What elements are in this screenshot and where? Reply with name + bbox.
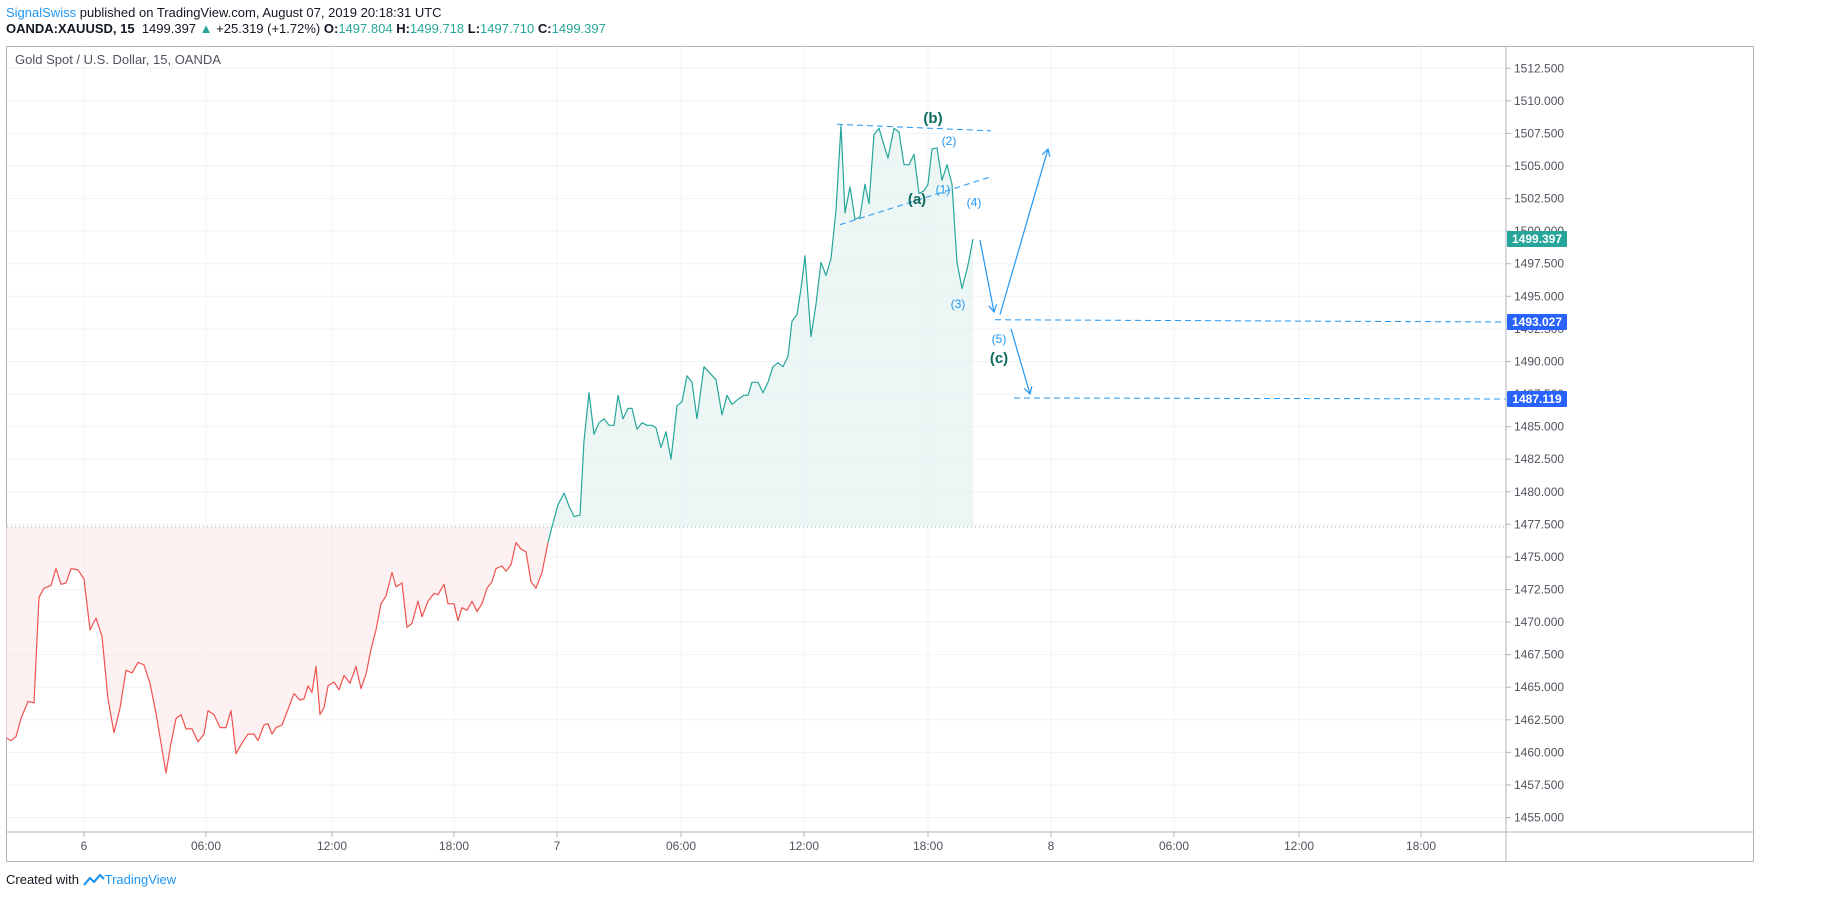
trend-line: [836, 123, 992, 132]
trend-line: [1013, 397, 1507, 400]
x-tick-label: 6: [81, 839, 88, 853]
price-badge-label: 1487.119: [1512, 392, 1562, 406]
low-value: 1497.710: [480, 21, 535, 36]
x-tick-label: 18:00: [913, 839, 943, 853]
price-badge: [1507, 231, 1567, 248]
y-tick-label: 1497.500: [1514, 257, 1564, 271]
y-tick-label: 1510.000: [1514, 94, 1564, 108]
x-tick-label: 06:00: [191, 839, 221, 853]
high-label: H:: [396, 21, 410, 36]
x-tick-label: 12:00: [317, 839, 347, 853]
created-with-label: Created with: [6, 872, 79, 887]
close-value: 1499.397: [551, 21, 606, 36]
wave-label: (2): [942, 134, 957, 148]
y-tick-label: 1495.000: [1514, 289, 1564, 303]
y-tick-label: 1462.500: [1514, 713, 1564, 727]
wave-label: (5): [992, 332, 1007, 346]
price-badge: [1507, 390, 1567, 407]
wave-label: (b): [923, 110, 942, 127]
open-value: 1497.804: [338, 21, 393, 36]
price-badge: [1507, 314, 1567, 331]
author-link[interactable]: SignalSwiss: [6, 5, 77, 20]
y-tick-label: 1477.500: [1514, 517, 1564, 531]
y-tick-label: 1455.000: [1514, 811, 1564, 825]
y-tick-label: 1460.000: [1514, 745, 1564, 759]
publisher-header: SignalSwiss published on TradingView.com…: [6, 4, 442, 22]
trend-line: [839, 175, 993, 226]
x-tick-label: 06:00: [1159, 839, 1189, 853]
tradingview-logo-icon: [82, 873, 105, 890]
x-tick-label: 8: [1048, 839, 1055, 853]
axis-layer: 1455.000 1457.500 1460.000 1462.500 1465.000…: [6, 46, 1754, 862]
chart-frame[interactable]: [6, 46, 1754, 862]
price-badge-label: 1493.027: [1512, 315, 1562, 329]
tradingview-brand-link[interactable]: TradingView: [104, 872, 177, 887]
area-fill-layer: [6, 125, 973, 774]
footer: Created with TradingView: [6, 872, 176, 890]
y-tick-label: 1507.500: [1514, 126, 1564, 140]
area-fill-0: [6, 526, 548, 774]
y-tick-label: 1490.000: [1514, 354, 1564, 368]
drawing-layer: (b)(2) (a) (1) (4) (3) (5) (c): [836, 110, 1507, 400]
y-tick-label: 1457.500: [1514, 778, 1564, 792]
price-line-1: [547, 125, 974, 543]
y-tick-label: 1475.000: [1514, 550, 1564, 564]
price-line-0: [5, 542, 549, 774]
price-line-layer: [5, 125, 974, 774]
y-tick-label: 1465.000: [1514, 680, 1564, 694]
projection-arrow: [1010, 328, 1033, 396]
price-badge-label: 1499.397: [1512, 232, 1562, 246]
change-value: +25.319 (+1.72%): [216, 21, 321, 36]
projection-arrow: [979, 240, 998, 314]
y-tick-label: 1485.000: [1514, 420, 1564, 434]
wave-label: (1): [936, 182, 951, 196]
publish-info: published on TradingView.com, August 07,…: [79, 5, 442, 20]
y-tick-label: 1472.500: [1514, 582, 1564, 596]
wave-label: (3): [951, 297, 966, 311]
wave-label: (a): [908, 191, 926, 208]
wave-label: (4): [967, 195, 982, 209]
x-tick-label: 12:00: [1284, 839, 1314, 853]
x-tick-label: 06:00: [666, 839, 696, 853]
y-tick-label: 1482.500: [1514, 452, 1564, 466]
up-arrow-icon: ▲: [199, 21, 213, 36]
chart-legend-title: Gold Spot / U.S. Dollar, 15, OANDA: [15, 52, 221, 67]
y-tick-label: 1512.500: [1514, 61, 1564, 75]
trend-line: [994, 319, 1507, 323]
area-fill-1: [548, 125, 973, 543]
y-tick-label: 1502.500: [1514, 192, 1564, 206]
last-price: 1499.397: [141, 21, 197, 36]
x-tick-label: 18:00: [439, 839, 469, 853]
high-value: 1499.718: [409, 21, 465, 36]
projection-arrow: [999, 147, 1051, 315]
low-label: L:: [467, 21, 481, 36]
open-label: O:: [323, 21, 339, 36]
ohlc-bar: OANDA:XAUUSD, 15 1499.397 ▲ +25.319 (+1.…: [6, 20, 606, 38]
x-tick-label: 12:00: [789, 839, 819, 853]
y-tick-label: 1480.000: [1514, 485, 1564, 499]
y-tick-label: 1505.000: [1514, 159, 1564, 173]
symbol-label: OANDA:XAUUSD, 15: [6, 21, 135, 36]
wave-label: (c): [990, 350, 1008, 367]
x-tick-label: 7: [554, 839, 561, 853]
y-tick-label: 1467.500: [1514, 648, 1564, 662]
x-tick-label: 18:00: [1406, 839, 1436, 853]
close-label: C:: [537, 21, 552, 36]
y-tick-label: 1470.000: [1514, 615, 1564, 629]
